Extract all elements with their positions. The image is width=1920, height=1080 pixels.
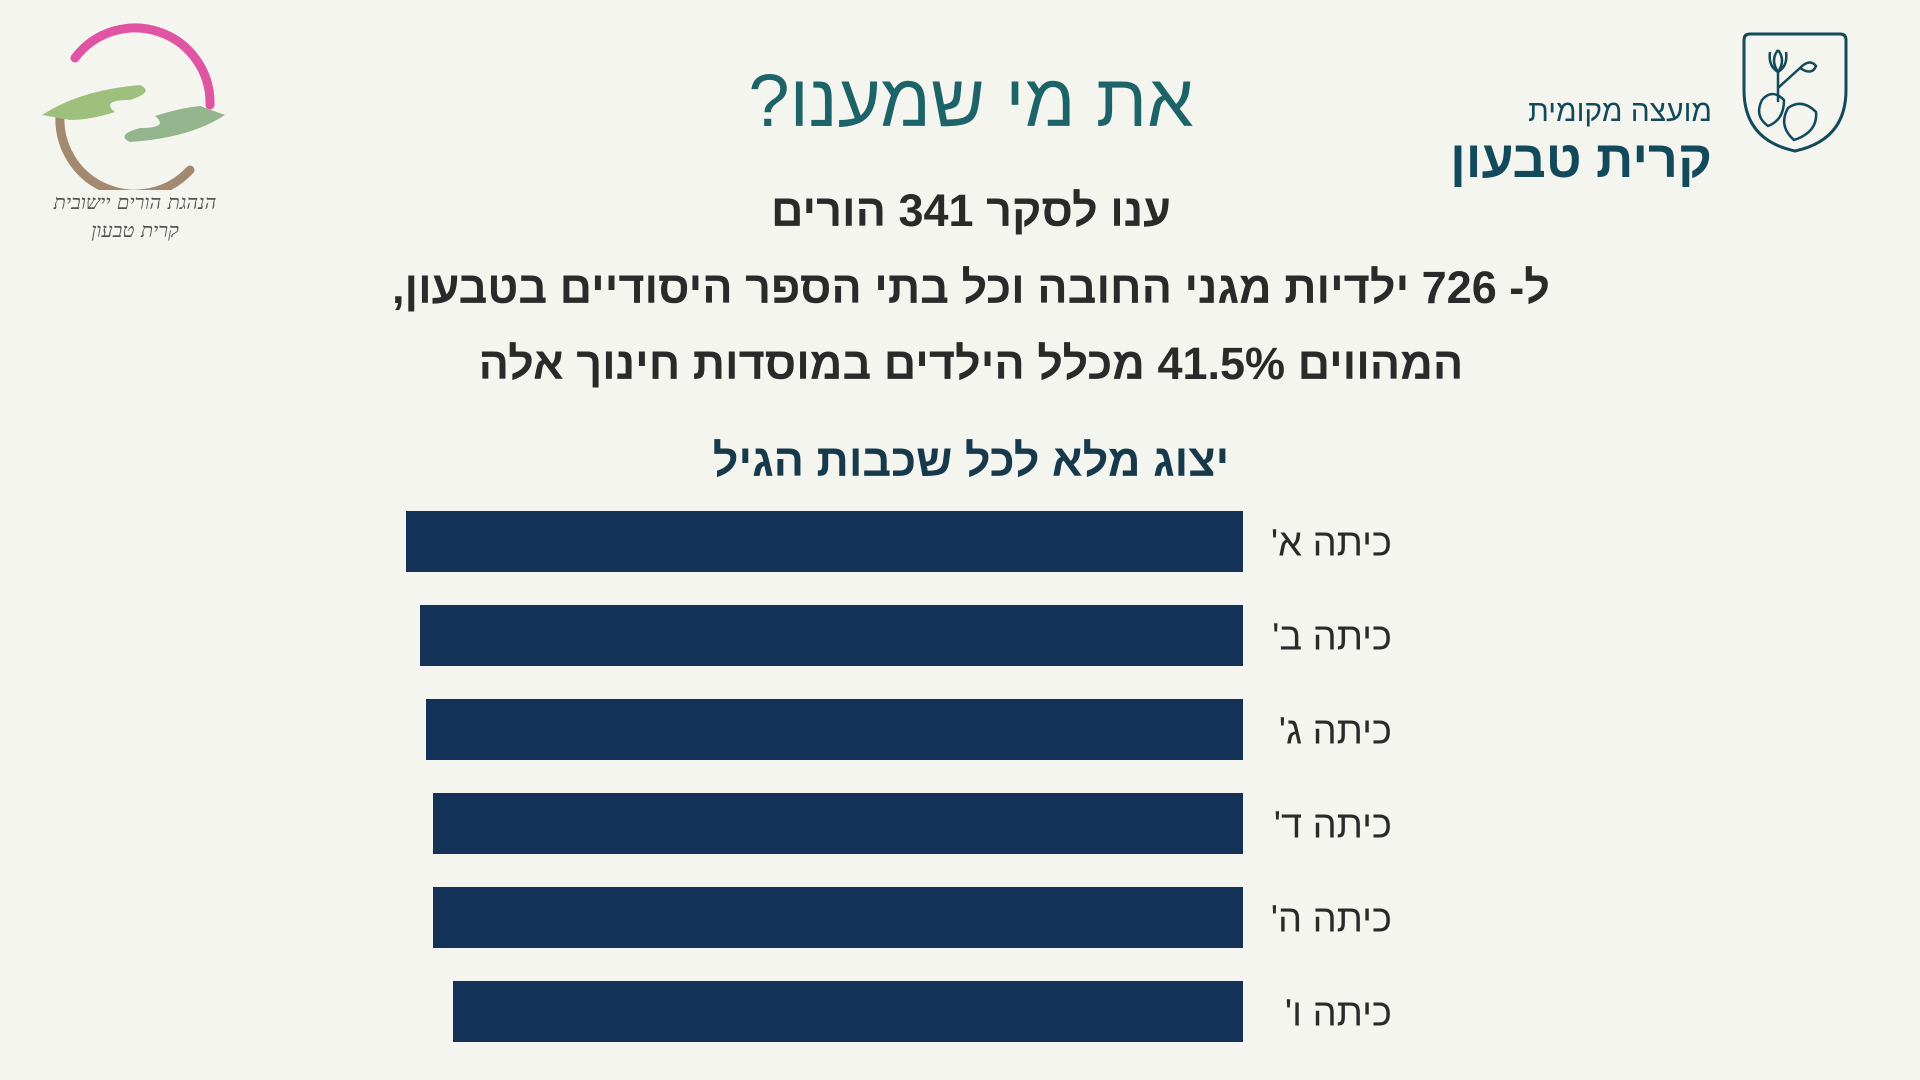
category-label: כיתה א' [1270, 522, 1392, 564]
hands-circle-icon [42, 23, 225, 190]
survey-percentage-text: המהווים 41.5% מכלל הילדים במוסדות חינוך … [478, 338, 1464, 389]
bar-1 [406, 511, 1243, 572]
parents-logo-line2: קרית טבעון [91, 218, 179, 242]
shield-emblem-icon [1742, 32, 1848, 153]
category-label: כיתה ו' [1284, 992, 1392, 1034]
chart-title: יצוג מלא לכל שכבות הגיל [712, 435, 1230, 486]
bar-3 [426, 699, 1243, 760]
category-label: כיתה ד' [1273, 804, 1392, 846]
council-label: מועצה מקומית [1528, 95, 1712, 128]
bar-2 [420, 605, 1243, 666]
bar-5 [432, 887, 1243, 948]
parents-leadership-logo: הנהגת הורים יישובית קרית טבעון [30, 20, 240, 250]
bar-6 [452, 981, 1243, 1042]
council-name: קרית טבעון [1450, 131, 1712, 189]
kiryat-tivon-council-logo: מועצה מקומית קרית טבעון [1440, 30, 1880, 195]
parents-logo-line1: הנהגת הורים יישובית [53, 190, 217, 214]
category-label: כיתה ה' [1270, 898, 1392, 940]
category-label: כיתה ב' [1272, 616, 1392, 658]
category-label: כיתה ג' [1278, 710, 1392, 752]
bar-4 [432, 793, 1243, 854]
survey-respondents-text: ענו לסקר 341 הורים [770, 185, 1171, 236]
survey-children-text: ל- 726 ילדיות מגני החובה וכל בתי הספר הי… [392, 262, 1550, 313]
page-title: את מי שמענו? [748, 59, 1194, 142]
